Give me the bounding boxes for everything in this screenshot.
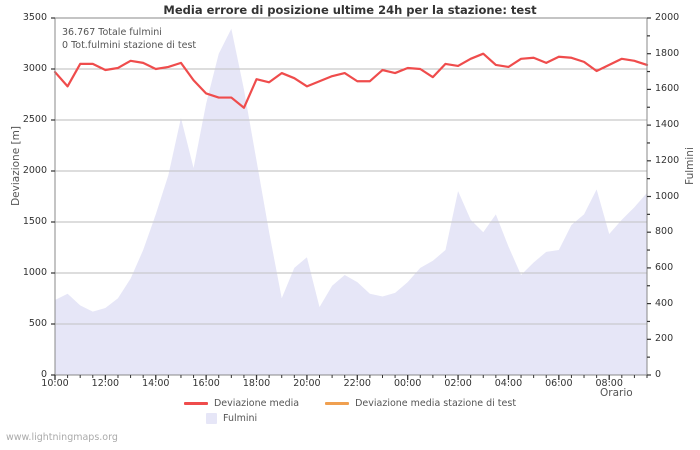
legend-swatch-area-fulmini: [206, 413, 217, 424]
legend-item-fulmini: Fulmini: [206, 413, 257, 424]
x-axis-tick-label: 10:00: [41, 378, 69, 389]
x-axis-tick-label: 00:00: [393, 378, 422, 389]
page-title: Media errore di posizione ultime 24h per…: [163, 3, 537, 17]
y-axis-right-tick-label: 800: [655, 226, 674, 238]
y-axis-left-tick-label: 1000: [22, 267, 47, 278]
legend-label-deviazione-media-stazione: Deviazione media stazione di test: [355, 398, 517, 409]
chart-legend: Deviazione media Deviazione media stazio…: [0, 396, 700, 426]
y-axis-right-tick-label: 400: [655, 297, 674, 309]
y-axis-left-tick-label: 2500: [22, 114, 47, 125]
x-axis-tick-label: 08:00: [595, 378, 623, 389]
x-axis-tick-label: 02:00: [444, 378, 472, 389]
x-axis-tick-label: 20:00: [293, 378, 321, 389]
x-axis-tick-label: 04:00: [494, 378, 523, 389]
x-axis-label: Orario: [600, 387, 633, 399]
legend-item-deviazione-media: Deviazione media: [183, 398, 300, 409]
y-axis-left-tick-label: 2000: [22, 165, 47, 176]
legend-label-deviazione-media: Deviazione media: [213, 398, 300, 409]
x-axis-tick-label: 14:00: [142, 378, 170, 389]
x-axis-tick-label: 18:00: [242, 378, 271, 389]
y-axis-left-tick-label: 1500: [22, 216, 47, 227]
x-axis-tick-label: 16:00: [192, 378, 220, 389]
y-axis-right-tick-label: 1200: [655, 154, 680, 166]
y-axis-right-tick-label: 2000: [655, 12, 680, 23]
y-axis-left-tick-label: 3500: [22, 12, 47, 23]
legend-swatch-line-orange: [325, 402, 350, 405]
y-axis-right-tick-label: 1000: [655, 190, 680, 202]
y-axis-left-tick-label: 0: [40, 369, 47, 380]
annotation-station-strokes: 0 Tot.fulmini stazione di test: [62, 40, 197, 51]
y-axis-left-tick-label: 500: [28, 318, 47, 329]
annotation-total-strokes: 36.767 Totale fulmini: [62, 27, 162, 38]
y-axis-right-tick-label: 1800: [655, 47, 680, 59]
legend-swatch-line-red: [183, 402, 208, 405]
x-axis-tick-label: 06:00: [545, 378, 573, 389]
y-axis-right-tick-label: 1400: [655, 119, 680, 131]
y-axis-left-tick-label: 3000: [22, 63, 47, 74]
legend-item-deviazione-media-stazione: Deviazione media stazione di test: [325, 398, 516, 409]
y-axis-right-tick-label: 0: [655, 369, 662, 380]
x-axis-tick-label: 22:00: [343, 378, 371, 389]
x-axis-tick-label: 12:00: [91, 378, 120, 389]
legend-label-fulmini: Fulmini: [223, 413, 258, 424]
footer-url: www.lightningmaps.org: [6, 432, 118, 443]
y-axis-right-tick-label: 1600: [655, 83, 680, 95]
y-axis-right-tick-label: 200: [655, 333, 674, 345]
y-axis-right-tick-label: 600: [655, 261, 674, 273]
